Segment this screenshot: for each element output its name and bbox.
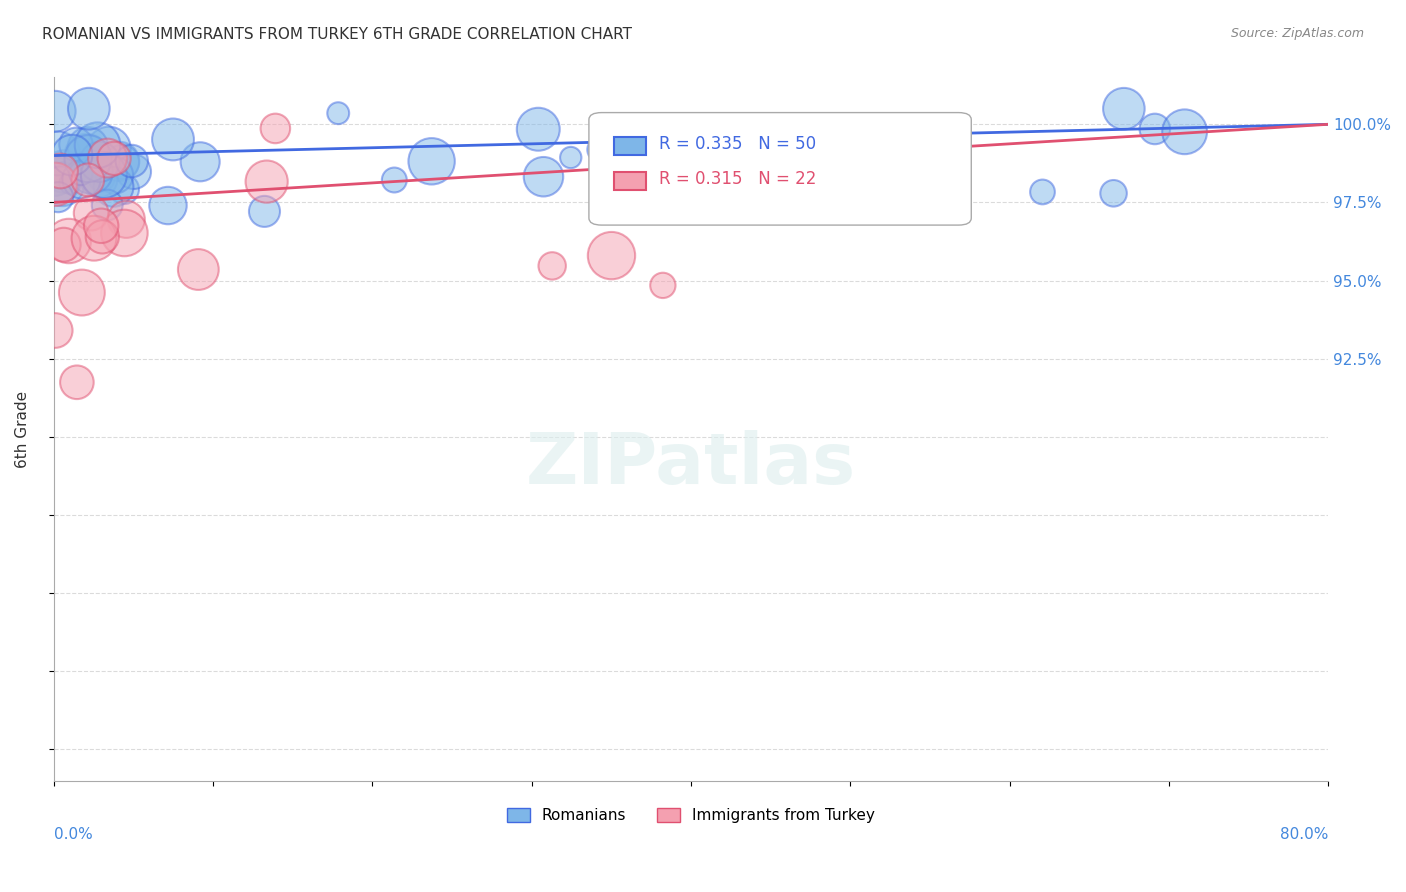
Immigrants from Turkey	[83, 231, 105, 245]
Romanians	[89, 154, 111, 169]
Romanians	[46, 190, 69, 204]
Immigrants from Turkey	[66, 376, 89, 390]
Romanians	[76, 149, 98, 163]
Immigrants from Turkey	[58, 234, 80, 248]
Romanians	[55, 168, 77, 182]
Legend: Romanians, Immigrants from Turkey: Romanians, Immigrants from Turkey	[501, 802, 882, 830]
Romanians	[103, 179, 125, 194]
Immigrants from Turkey	[96, 151, 118, 165]
Romanians	[188, 154, 211, 169]
Romanians	[1112, 102, 1135, 116]
Romanians	[112, 182, 135, 196]
Immigrants from Turkey	[52, 237, 75, 252]
Romanians	[111, 155, 134, 169]
Romanians	[588, 143, 610, 157]
FancyBboxPatch shape	[614, 172, 647, 190]
Romanians	[93, 168, 115, 182]
Romanians	[87, 172, 110, 186]
Romanians	[121, 154, 143, 169]
Romanians	[1031, 185, 1053, 199]
Romanians	[108, 154, 131, 169]
Romanians	[804, 144, 827, 158]
Immigrants from Turkey	[256, 175, 278, 189]
Romanians	[96, 198, 118, 212]
Immigrants from Turkey	[115, 212, 138, 227]
Y-axis label: 6th Grade: 6th Grade	[15, 391, 30, 467]
Romanians	[46, 146, 69, 161]
Romanians	[533, 169, 555, 184]
Romanians	[420, 154, 443, 169]
Romanians	[51, 178, 73, 192]
Romanians	[44, 104, 66, 119]
Romanians	[49, 178, 72, 192]
Romanians	[1174, 125, 1197, 139]
Romanians	[1102, 186, 1125, 201]
Immigrants from Turkey	[91, 230, 114, 244]
Romanians	[44, 169, 66, 184]
Romanians	[104, 168, 127, 182]
Romanians	[890, 145, 912, 159]
Text: R = 0.315   N = 22: R = 0.315 N = 22	[659, 170, 817, 188]
Romanians	[77, 102, 100, 116]
Text: 0.0%: 0.0%	[53, 828, 93, 842]
Immigrants from Turkey	[187, 262, 209, 277]
Immigrants from Turkey	[70, 285, 93, 300]
Romanians	[69, 166, 91, 180]
Text: ROMANIAN VS IMMIGRANTS FROM TURKEY 6TH GRADE CORRELATION CHART: ROMANIAN VS IMMIGRANTS FROM TURKEY 6TH G…	[42, 27, 633, 42]
Romanians	[60, 148, 83, 162]
Romanians	[65, 137, 87, 152]
Romanians	[560, 151, 582, 165]
FancyBboxPatch shape	[614, 137, 647, 155]
Romanians	[1143, 122, 1166, 136]
Immigrants from Turkey	[90, 219, 112, 233]
Immigrants from Turkey	[541, 259, 564, 273]
Romanians	[97, 141, 120, 155]
Immigrants from Turkey	[651, 278, 673, 293]
Text: ZIPatlas: ZIPatlas	[526, 430, 856, 499]
Romanians	[122, 164, 145, 178]
Immigrants from Turkey	[103, 152, 125, 166]
Romanians	[77, 140, 100, 154]
Text: R = 0.335   N = 50: R = 0.335 N = 50	[659, 136, 815, 153]
Romanians	[53, 164, 76, 178]
Immigrants from Turkey	[600, 249, 623, 263]
Romanians	[80, 165, 103, 179]
Romanians	[253, 204, 276, 219]
Romanians	[90, 171, 112, 186]
Immigrants from Turkey	[44, 324, 66, 338]
Text: Source: ZipAtlas.com: Source: ZipAtlas.com	[1230, 27, 1364, 40]
Romanians	[156, 198, 179, 212]
Romanians	[162, 132, 184, 146]
FancyBboxPatch shape	[589, 112, 972, 225]
Immigrants from Turkey	[264, 121, 287, 136]
Romanians	[382, 173, 405, 187]
Immigrants from Turkey	[44, 178, 66, 192]
Immigrants from Turkey	[80, 206, 103, 220]
Romanians	[59, 176, 82, 190]
Romanians	[86, 138, 108, 153]
Text: 80.0%: 80.0%	[1279, 828, 1329, 842]
Romanians	[527, 122, 550, 136]
Romanians	[77, 152, 100, 166]
Immigrants from Turkey	[49, 164, 72, 178]
Immigrants from Turkey	[112, 226, 135, 240]
Romanians	[328, 106, 350, 120]
Romanians	[70, 172, 93, 186]
Immigrants from Turkey	[76, 173, 98, 187]
